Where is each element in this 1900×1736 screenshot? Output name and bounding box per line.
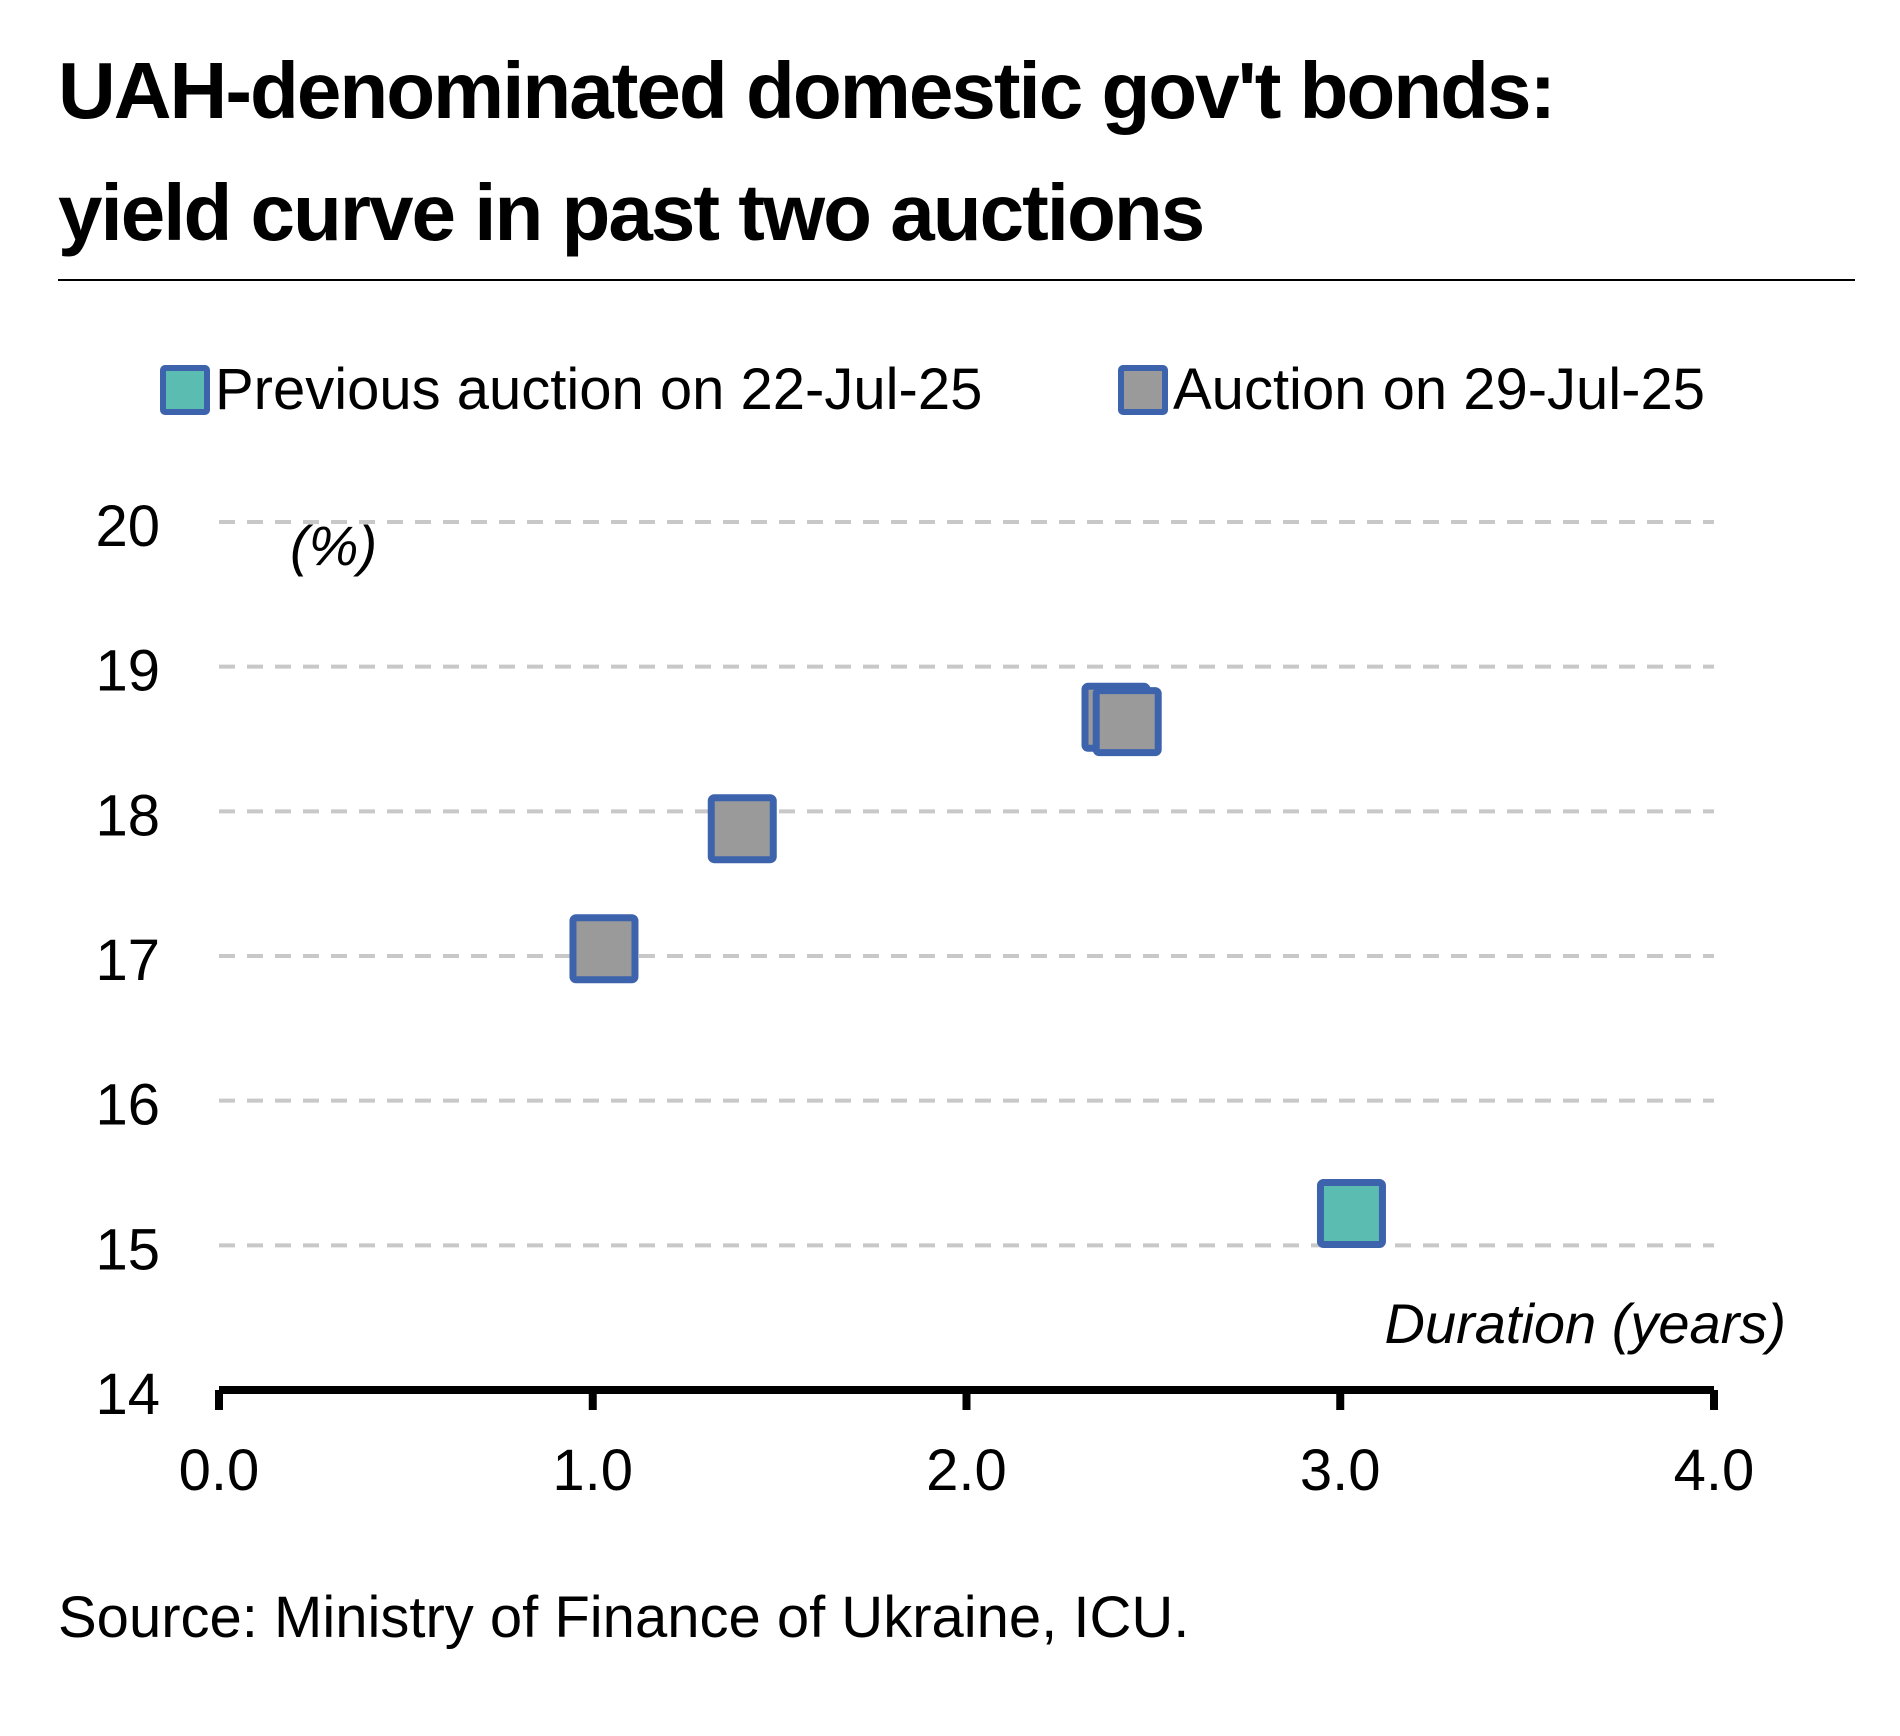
legend-label-series-2: Auction on 29-Jul-25 — [1173, 357, 1705, 422]
y-tick-label-15: 15 — [95, 1217, 160, 1282]
data-point-series-2-1 — [569, 914, 639, 984]
gridlines — [219, 520, 1714, 1248]
chart-title-line-2: yield curve in past two auctions — [58, 168, 1205, 257]
x-tick-label-2.0: 2.0 — [926, 1438, 1007, 1503]
axes: 14 15 16 17 18 19 20 0.0 1.0 2.0 3.0 4.0 — [95, 494, 1754, 1503]
y-axis-title: (%) — [290, 514, 377, 577]
y-tick-label-18: 18 — [95, 783, 160, 848]
source-note: Source: Ministry of Finance of Ukraine, … — [58, 1585, 1190, 1650]
legend-label-series-1: Previous auction on 22-Jul-25 — [215, 357, 982, 422]
x-tick-label-1.0: 1.0 — [552, 1438, 633, 1503]
y-tick-label-19: 19 — [95, 639, 160, 704]
legend-marker-series-1 — [160, 365, 210, 415]
legend-marker-series-2 — [1118, 365, 1168, 415]
legend: Previous auction on 22-Jul-25 Auction on … — [160, 357, 1705, 422]
x-tick-label-0.0: 0.0 — [179, 1438, 260, 1503]
chart-title-line-1: UAH-denominated domestic gov't bonds: — [58, 46, 1556, 135]
y-tick-label-20: 20 — [95, 494, 160, 559]
data-point-series-2-2 — [707, 794, 777, 864]
data-point-series-1-1 — [1316, 1179, 1386, 1249]
x-tick-label-3.0: 3.0 — [1300, 1438, 1381, 1503]
title-divider — [58, 279, 1855, 281]
x-axis-title: Duration (years) — [1385, 1292, 1786, 1355]
chart-title: UAH-denominated domestic gov't bonds: yi… — [58, 30, 1838, 274]
x-tick-label-4.0: 4.0 — [1674, 1438, 1755, 1503]
data-point-series-2-4 — [1092, 687, 1162, 757]
data-points — [569, 682, 1386, 1249]
y-tick-label-16: 16 — [95, 1073, 160, 1138]
y-tick-label-17: 17 — [95, 928, 160, 993]
axis-titles: (%) Duration (years) — [290, 514, 1786, 1355]
y-tick-label-14: 14 — [95, 1362, 160, 1427]
